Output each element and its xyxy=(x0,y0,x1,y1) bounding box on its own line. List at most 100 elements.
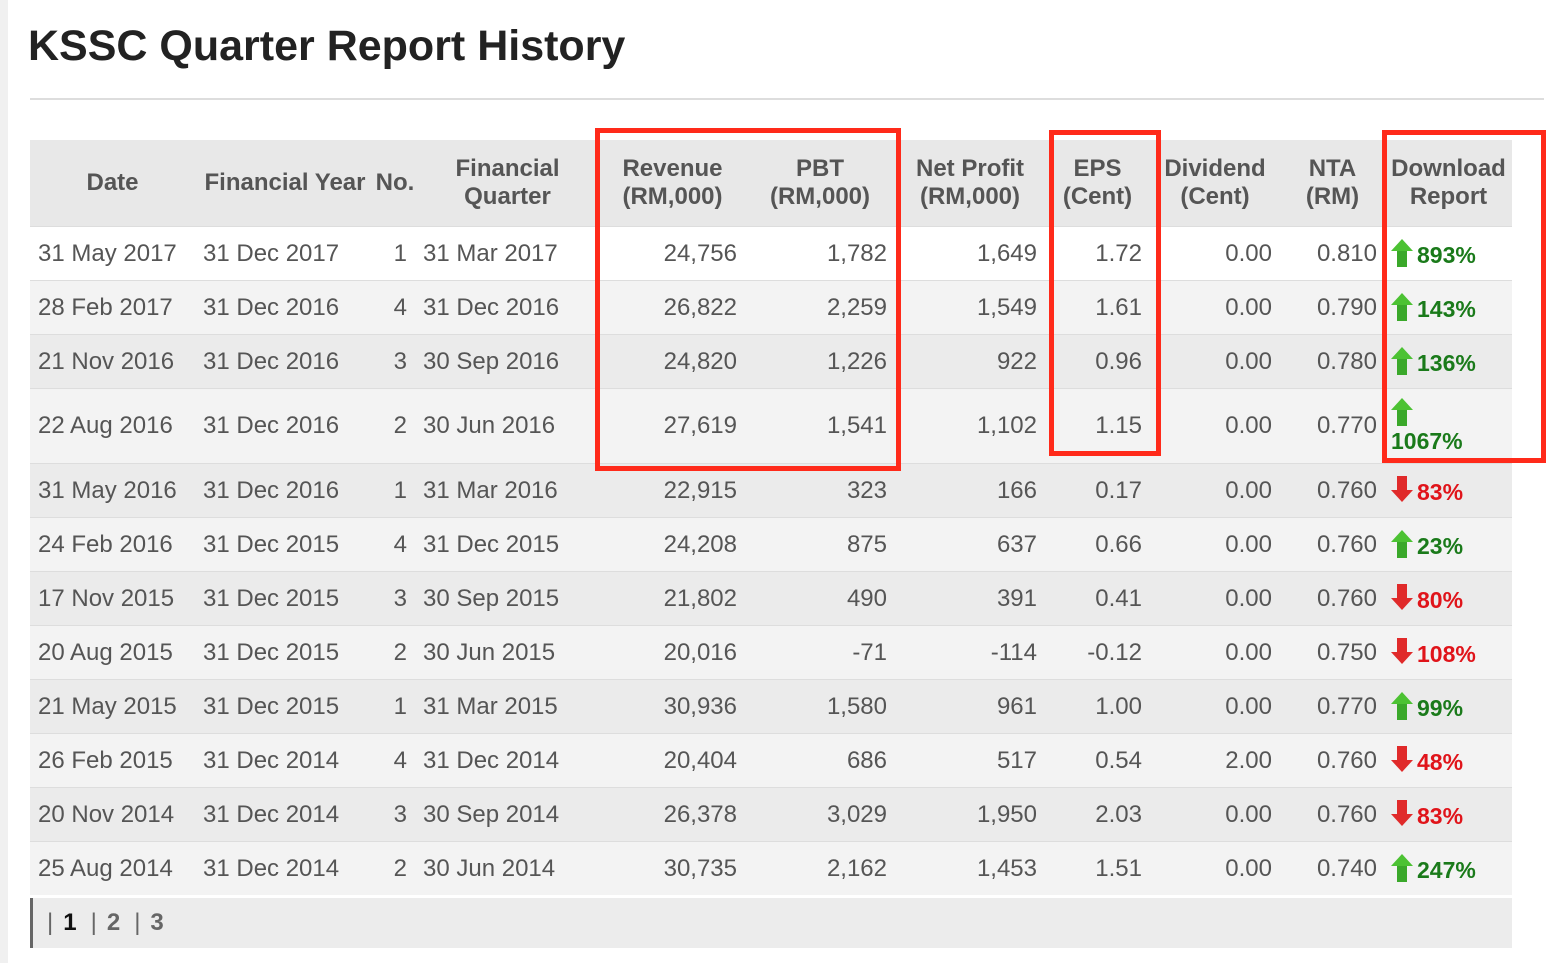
page-link-2[interactable]: 2 xyxy=(106,909,121,936)
arrow-up-icon xyxy=(1391,292,1413,323)
change-percent: 893% xyxy=(1417,241,1476,268)
cell-eps-cent: 0.96 xyxy=(1045,334,1150,389)
change-percent: 23% xyxy=(1417,532,1464,559)
cell-nta-rm: 0.760 xyxy=(1280,733,1385,788)
cell-pbt-rm: 2,162 xyxy=(745,841,895,895)
change-percent: 108% xyxy=(1417,640,1476,667)
cell-no: 4 xyxy=(375,733,415,788)
cell-financial-quarter: 30 Sep 2016 xyxy=(415,334,600,389)
table-row: 17 Nov 2015 31 Dec 2015 3 30 Sep 2015 21,802… xyxy=(30,571,1512,626)
change-percent: 1067% xyxy=(1391,427,1463,454)
column-header: Net Profit (RM,000) xyxy=(895,140,1045,227)
download-report-link[interactable]: 83% xyxy=(1385,475,1512,506)
arrow-up-icon xyxy=(1391,346,1413,377)
cell-net-profit-rm: 391 xyxy=(895,571,1045,626)
cell-eps-cent: 1.51 xyxy=(1045,841,1150,895)
column-header: No. xyxy=(375,140,415,227)
cell-no: 1 xyxy=(375,679,415,734)
cell-date: 28 Feb 2017 xyxy=(30,280,195,335)
cell-financial-year: 31 Dec 2017 xyxy=(195,226,375,281)
cell-financial-quarter: 31 Dec 2016 xyxy=(415,280,600,335)
cell-financial-year: 31 Dec 2016 xyxy=(195,334,375,389)
download-report-link[interactable]: 23% xyxy=(1385,529,1512,560)
cell-net-profit-rm: -114 xyxy=(895,625,1045,680)
table-row: 31 May 2017 31 Dec 2017 1 31 Mar 2017 24,756… xyxy=(30,226,1512,281)
separator: | xyxy=(47,909,54,936)
cell-pbt-rm: 1,782 xyxy=(745,226,895,281)
cell-no: 3 xyxy=(375,571,415,626)
separator: | xyxy=(134,909,141,936)
column-header: Revenue (RM,000) xyxy=(600,140,745,227)
download-report-link[interactable]: 247% xyxy=(1385,853,1512,884)
arrow-down-icon xyxy=(1391,637,1413,668)
cell-revenue-rm: 26,822 xyxy=(600,280,745,335)
table-header: Date Financial Year No. Financial Quarter Re… xyxy=(30,140,1512,227)
cell-no: 2 xyxy=(375,388,415,464)
cell-date: 17 Nov 2015 xyxy=(30,571,195,626)
table-row: 20 Nov 2014 31 Dec 2014 3 30 Sep 2014 26,378… xyxy=(30,787,1512,842)
cell-date: 31 May 2017 xyxy=(30,226,195,281)
change-percent: 247% xyxy=(1417,856,1476,883)
cell-net-profit-rm: 1,649 xyxy=(895,226,1045,281)
cell-eps-cent: 0.54 xyxy=(1045,733,1150,788)
download-report-link[interactable]: 80% xyxy=(1385,583,1512,614)
cell-dividend-cent: 0.00 xyxy=(1150,517,1280,572)
cell-dividend-cent: 0.00 xyxy=(1150,226,1280,281)
download-report-link[interactable]: 1067% xyxy=(1385,397,1512,455)
separator: | xyxy=(90,909,97,936)
download-report-link[interactable]: 108% xyxy=(1385,637,1512,668)
cell-revenue-rm: 22,915 xyxy=(600,463,745,518)
cell-eps-cent: 1.00 xyxy=(1045,679,1150,734)
cell-eps-cent: 0.17 xyxy=(1045,463,1150,518)
page-link-1[interactable]: 1 xyxy=(63,909,77,936)
cell-financial-year: 31 Dec 2014 xyxy=(195,733,375,788)
cell-no: 3 xyxy=(375,787,415,842)
cell-date: 26 Feb 2015 xyxy=(30,733,195,788)
download-report-link[interactable]: 83% xyxy=(1385,799,1512,830)
cell-pbt-rm: 875 xyxy=(745,517,895,572)
cell-pbt-rm: 1,226 xyxy=(745,334,895,389)
download-report-link[interactable]: 893% xyxy=(1385,238,1512,269)
cell-net-profit-rm: 166 xyxy=(895,463,1045,518)
cell-eps-cent: -0.12 xyxy=(1045,625,1150,680)
cell-eps-cent: 1.72 xyxy=(1045,226,1150,281)
cell-revenue-rm: 24,820 xyxy=(600,334,745,389)
highlight-box-eps xyxy=(1049,130,1161,456)
cell-revenue-rm: 20,404 xyxy=(600,733,745,788)
cell-pbt-rm: 490 xyxy=(745,571,895,626)
left-margin xyxy=(0,0,8,963)
cell-pbt-rm: 686 xyxy=(745,733,895,788)
arrow-up-icon xyxy=(1391,529,1413,560)
download-report-link[interactable]: 143% xyxy=(1385,292,1512,323)
cell-eps-cent: 1.61 xyxy=(1045,280,1150,335)
table-row: 20 Aug 2015 31 Dec 2015 2 30 Jun 2015 20,016… xyxy=(30,625,1512,680)
change-percent: 136% xyxy=(1417,349,1476,376)
download-report-link[interactable]: 136% xyxy=(1385,346,1512,377)
cell-pbt-rm: -71 xyxy=(745,625,895,680)
cell-date: 24 Feb 2016 xyxy=(30,517,195,572)
arrow-down-icon xyxy=(1391,745,1413,776)
table-row: 21 Nov 2016 31 Dec 2016 3 30 Sep 2016 24,820… xyxy=(30,334,1512,389)
cell-no: 4 xyxy=(375,280,415,335)
cell-financial-quarter: 30 Jun 2015 xyxy=(415,625,600,680)
cell-financial-year: 31 Dec 2015 xyxy=(195,517,375,572)
cell-net-profit-rm: 1,102 xyxy=(895,388,1045,464)
column-header: PBT (RM,000) xyxy=(745,140,895,227)
change-percent: 83% xyxy=(1417,802,1464,829)
arrow-up-icon xyxy=(1391,397,1413,428)
cell-pbt-rm: 2,259 xyxy=(745,280,895,335)
download-report-link[interactable]: 48% xyxy=(1385,745,1512,776)
cell-revenue-rm: 21,802 xyxy=(600,571,745,626)
download-report-link[interactable]: 99% xyxy=(1385,691,1512,722)
cell-financial-year: 31 Dec 2016 xyxy=(195,463,375,518)
cell-no: 3 xyxy=(375,334,415,389)
table-row: 26 Feb 2015 31 Dec 2014 4 31 Dec 2014 20,404… xyxy=(30,733,1512,788)
cell-eps-cent: 2.03 xyxy=(1045,787,1150,842)
page-link-3[interactable]: 3 xyxy=(150,909,164,936)
cell-nta-rm: 0.810 xyxy=(1280,226,1385,281)
change-percent: 80% xyxy=(1417,586,1464,613)
cell-net-profit-rm: 922 xyxy=(895,334,1045,389)
cell-net-profit-rm: 961 xyxy=(895,679,1045,734)
arrow-down-icon xyxy=(1391,583,1413,614)
cell-financial-year: 31 Dec 2016 xyxy=(195,280,375,335)
